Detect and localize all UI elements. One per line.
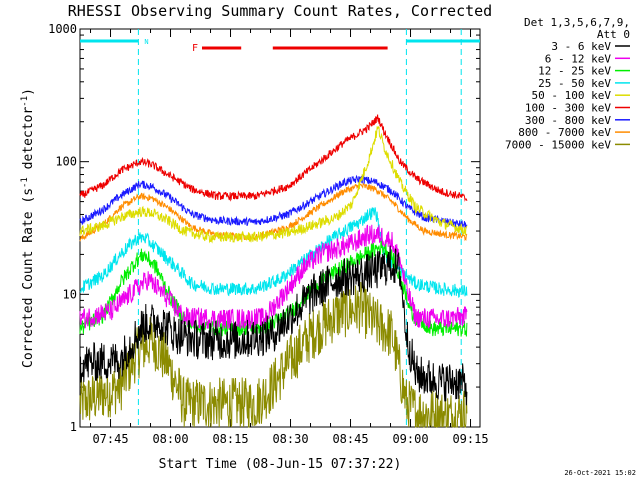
series-line-300-800kev [79, 174, 468, 229]
legend-label: 800 - 7000 keV [518, 126, 611, 139]
chart-title: RHESSI Observing Summary Count Rates, Co… [68, 2, 492, 20]
x-tick-label: 08:45 [332, 432, 368, 446]
y-axis-label-end: ) [21, 88, 36, 96]
series-line-50-100kev [79, 126, 468, 244]
y-tick-label: 100 [55, 155, 77, 169]
status-bars: NF [80, 38, 480, 54]
x-tick-label: 08:30 [272, 432, 308, 446]
x-tick-label: 08:00 [152, 432, 188, 446]
series-lines [79, 114, 468, 429]
y-tick-label: 1000 [48, 22, 77, 36]
legend-header-line2: Att 0 [597, 28, 630, 41]
legend-label: 25 - 50 keV [538, 77, 611, 90]
plot-area: 1 10 100 1000 07:45 08:00 08:15 08:30 08:45 09:0… [48, 22, 488, 446]
flare-label: F [192, 43, 198, 54]
y-axis-label: Corrected Count Rate (s-1 detector-1) [20, 88, 36, 368]
generation-timestamp: 26-Oct-2021 15:02 [564, 469, 636, 477]
y-axis-label-mid: detector [21, 107, 36, 178]
y-tick-label: 10 [63, 287, 77, 301]
legend-label: 3 - 6 keV [551, 40, 611, 53]
x-tick-label: 09:00 [392, 432, 428, 446]
y-axis-label-exp2: -1 [20, 96, 30, 107]
x-axis: 07:45 08:00 08:15 08:30 08:45 09:00 09:15 [90, 29, 489, 446]
night-label: N [144, 38, 148, 46]
plot-frame [79, 28, 481, 428]
y-axis-label-main: Corrected Count Rate (s [21, 188, 36, 368]
series-line-7000-15000kev [79, 281, 468, 429]
y-axis-label-exp1: -1 [20, 177, 30, 188]
x-tick-label: 08:15 [212, 432, 248, 446]
series-line-3-6kev [79, 245, 468, 406]
x-axis-label: Start Time (08-Jun-15 07:37:22) [159, 457, 402, 472]
series-line-6-12kev [79, 224, 468, 330]
legend-label: 12 - 25 keV [538, 65, 611, 78]
x-tick-label: 07:45 [92, 432, 128, 446]
legend-label: 50 - 100 keV [532, 89, 612, 102]
legend-label: 300 - 800 keV [525, 114, 611, 127]
legend-label: 6 - 12 keV [545, 52, 612, 65]
legend-label: 7000 - 15000 keV [505, 138, 611, 151]
series-line-800-7000kev [79, 181, 468, 242]
legend-header-line1: Det 1,3,5,6,7,9, [524, 16, 630, 29]
legend-label: 100 - 300 keV [525, 102, 611, 115]
x-tick-label: 09:15 [452, 432, 488, 446]
y-axis: 1 10 100 1000 [48, 22, 480, 434]
y-tick-label: 1 [70, 420, 77, 434]
series-line-100-300kev [79, 114, 468, 202]
